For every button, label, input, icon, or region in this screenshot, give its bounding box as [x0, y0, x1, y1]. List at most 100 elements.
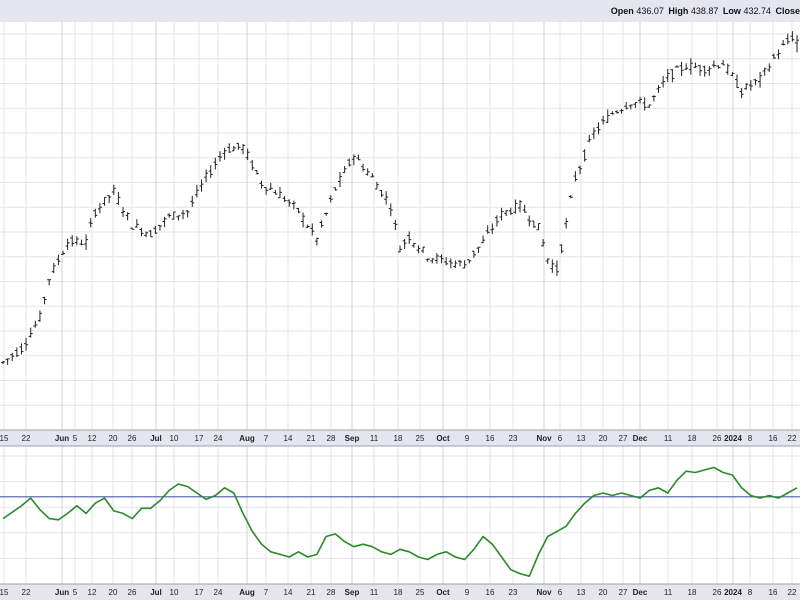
ohlc-bar — [494, 215, 499, 227]
ohlc-bar — [388, 203, 393, 217]
ohlc-bar — [250, 159, 255, 171]
ohlc-bar — [421, 246, 426, 254]
ohlc-bar — [596, 122, 601, 135]
ohlc-bar — [393, 219, 398, 230]
ohlc-bar — [795, 35, 799, 53]
ohlc-bar — [716, 65, 721, 69]
ohlc-bar — [97, 203, 102, 214]
ohlc-bar — [444, 257, 449, 266]
price-x-tick-label: 20 — [109, 434, 118, 443]
ohlc-bar — [157, 224, 162, 231]
ohlc-bar — [33, 320, 38, 328]
ohlc-bar — [458, 259, 463, 267]
indicator-x-tick-label: 15 — [0, 588, 9, 597]
ohlc-bar — [518, 200, 523, 213]
price-x-tick-label: Sep — [345, 434, 360, 443]
open-value: 436.07 — [636, 6, 664, 16]
ohlc-bar — [24, 337, 29, 351]
price-x-axis: 15 22 Jun 5 12 20 26 Jul 10 17 24 Aug 7 14 21 28 Sep 11 18… — [0, 429, 800, 446]
ohlc-bar — [51, 262, 56, 274]
price-x-tick-label: 18 — [394, 434, 403, 443]
ohlc-bar — [591, 127, 596, 140]
ohlc-bar — [605, 109, 610, 123]
price-x-tick-label: 27 — [619, 434, 628, 443]
ohlc-bar — [245, 148, 250, 161]
ohlc-bar — [241, 143, 246, 155]
ohlc-bar — [730, 72, 735, 77]
ohlc-bar — [361, 163, 366, 172]
price-axis-bg — [0, 430, 800, 446]
ohlc-bar — [56, 254, 61, 266]
ohlc-bar — [619, 108, 624, 114]
ohlc-bar — [753, 79, 758, 86]
ohlc-bar — [264, 187, 269, 195]
ohlc-bar — [374, 181, 379, 190]
ohlc-bar — [550, 259, 555, 273]
ohlc-bar — [384, 191, 389, 205]
price-panel-bg — [0, 22, 800, 430]
ohlc-bar — [485, 225, 490, 234]
ohlc-bar — [74, 236, 79, 246]
ohlc-bar — [351, 154, 356, 166]
ohlc-bar — [762, 67, 767, 76]
ohlc-bar — [554, 260, 559, 276]
ohlc-bar — [476, 246, 481, 253]
price-x-tick-label: 14 — [284, 434, 293, 443]
ohlc-bar — [65, 238, 70, 251]
indicator-x-tick-label: 26 — [128, 588, 137, 597]
price-x-tick-label: 16 — [486, 434, 495, 443]
ohlc-bar — [365, 168, 370, 176]
ohlc-bar — [744, 83, 749, 90]
ohlc-bar — [559, 244, 564, 254]
open-label: Open — [610, 6, 634, 16]
price-x-tick-label: 28 — [327, 434, 336, 443]
ohlc-bar — [162, 216, 167, 228]
indicator-x-tick-label: 5 — [73, 588, 78, 597]
ohlc-bar — [102, 196, 107, 206]
price-x-tick-label: 5 — [73, 434, 78, 443]
ohlc-bar — [333, 187, 338, 191]
ohlc-bar — [5, 358, 10, 365]
ohlc-bar — [624, 102, 629, 110]
ohlc-bar — [217, 151, 222, 162]
chart-header-bar: Open 436.07 High 438.87 Low 432.74 Close — [0, 0, 800, 22]
ohlc-bar — [734, 74, 739, 89]
ohlc-bar — [328, 195, 333, 203]
ohlc-bar — [758, 71, 763, 88]
ohlc-bar — [522, 204, 527, 213]
ohlc-bar — [305, 224, 310, 229]
indicator-x-tick-label: 8 — [748, 588, 753, 597]
ohlc-bar — [439, 254, 444, 264]
ohlc-bar — [130, 227, 135, 230]
ohlc-bar — [748, 80, 753, 91]
ohlc-bar — [84, 234, 89, 251]
ohlc-bar — [587, 134, 592, 143]
price-x-tick-label: 26 — [713, 434, 722, 443]
indicator-x-tick-label: 28 — [327, 588, 336, 597]
ohlc-bar — [785, 33, 790, 45]
ohlc-bar — [107, 195, 112, 204]
ohlc-bar — [176, 215, 181, 221]
ohlc-bar — [379, 189, 384, 198]
ohlc-bar — [144, 231, 149, 238]
price-x-tick-label: Nov — [536, 434, 552, 443]
price-x-tick-label: 24 — [214, 434, 223, 443]
ohlc-bar — [190, 195, 195, 207]
ohlc-bar — [407, 231, 412, 244]
indicator-x-tick-label: 18 — [394, 588, 403, 597]
ohlc-bar — [28, 327, 33, 338]
price-x-tick-label: 26 — [128, 434, 137, 443]
price-x-tick-label: 10 — [170, 434, 179, 443]
ohlc-bar — [61, 250, 66, 255]
ohlc-bar — [490, 223, 495, 235]
ohlc-bar — [679, 61, 684, 77]
ohlc-bar — [342, 166, 347, 173]
ohlc-bar — [222, 147, 227, 160]
indicator-x-tick-label: Nov — [536, 588, 552, 597]
ohlc-bar — [573, 171, 578, 182]
ohlc-bar — [633, 102, 638, 108]
ohlc-bar — [42, 296, 47, 305]
price-x-tick-label: Aug — [239, 434, 255, 443]
indicator-x-tick-label: Jul — [150, 588, 162, 597]
indicator-x-tick-label: 10 — [170, 588, 179, 597]
